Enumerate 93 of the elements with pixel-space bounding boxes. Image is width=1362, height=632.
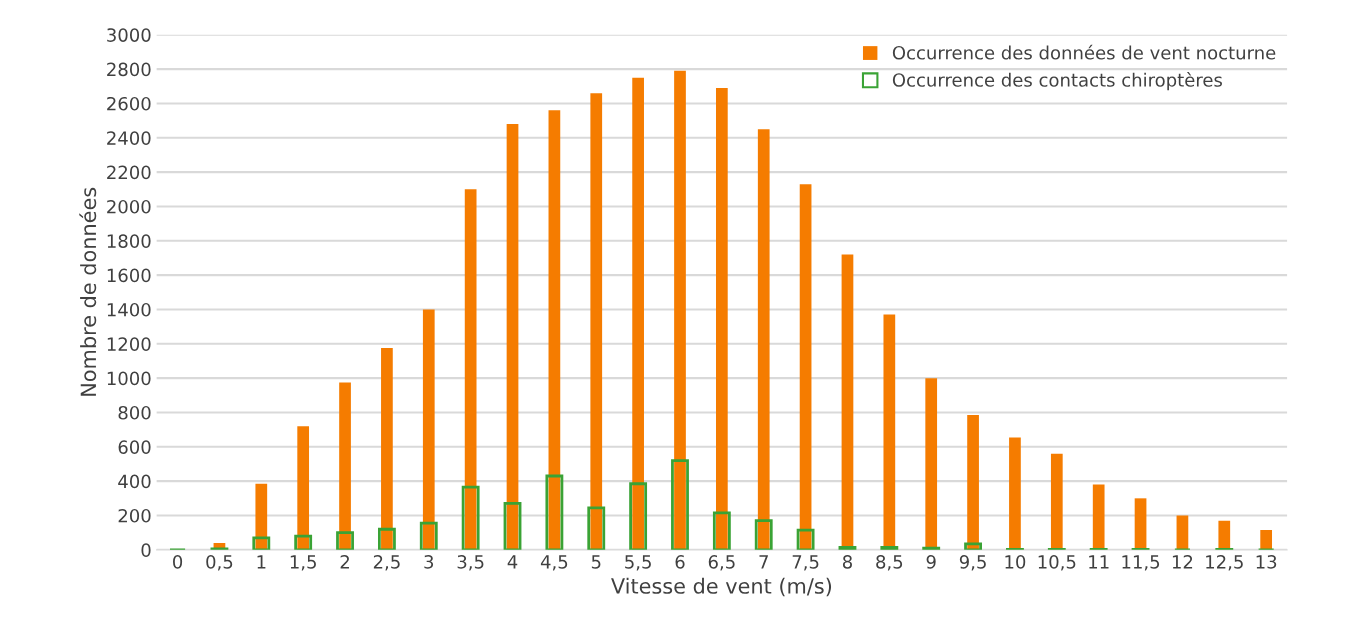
bar xyxy=(506,124,519,550)
bar xyxy=(545,474,564,550)
y-tick-label: 1400 xyxy=(107,302,151,317)
bar xyxy=(297,426,310,550)
y-tick-label: 1000 xyxy=(107,371,151,386)
bar xyxy=(464,189,477,550)
y-tick-label: 2800 xyxy=(107,62,151,77)
x-axis-title: Vitesse de vent (m/s) xyxy=(611,577,832,597)
y-tick-label: 2000 xyxy=(107,199,151,214)
x-tick-label: 2 xyxy=(340,555,349,569)
y-axis-title: Nombre de données xyxy=(79,187,97,396)
x-tick-label: 8,5 xyxy=(876,555,903,571)
x-tick-label: 2,5 xyxy=(373,555,400,571)
bar xyxy=(629,482,648,550)
bar xyxy=(381,348,393,550)
y-tick-label: 600 xyxy=(118,440,151,454)
x-tick-label: 12 xyxy=(1172,555,1193,569)
bar xyxy=(712,511,731,550)
legend-label: Occurrence des contacts chiroptères xyxy=(892,72,1222,91)
y-tick-label: 0 xyxy=(141,543,151,557)
bar xyxy=(757,129,770,550)
bar xyxy=(796,528,815,550)
bar xyxy=(339,382,351,550)
y-tick-label: 2600 xyxy=(107,96,151,111)
bar xyxy=(590,93,603,550)
bar xyxy=(587,506,606,550)
bar xyxy=(1009,437,1021,550)
bar xyxy=(1006,547,1024,550)
x-tick-label: 3,5 xyxy=(457,555,484,571)
bar xyxy=(210,547,229,550)
y-tick-label: 200 xyxy=(118,508,151,523)
bar xyxy=(1089,547,1108,550)
x-tick-label: 7 xyxy=(759,555,768,569)
x-tick-label: 6 xyxy=(675,555,685,569)
x-tick-label: 0 xyxy=(173,555,183,569)
bar xyxy=(964,542,982,550)
bar xyxy=(461,485,480,550)
x-tick-label: 12,5 xyxy=(1206,555,1243,571)
x-tick-label: 6,5 xyxy=(708,555,735,571)
bar xyxy=(1047,547,1066,550)
bar xyxy=(252,536,271,550)
x-tick-label: 4,5 xyxy=(540,555,568,571)
x-tick-label: 4 xyxy=(507,555,518,569)
bar xyxy=(1215,547,1234,550)
bar xyxy=(503,502,522,550)
x-tick-label: 5 xyxy=(591,555,601,569)
y-tick-label: 800 xyxy=(118,405,151,420)
x-tick-label: 11 xyxy=(1089,555,1109,569)
x-tick-label: 10,5 xyxy=(1038,555,1076,571)
y-tick-label: 1600 xyxy=(107,268,151,283)
bar xyxy=(632,77,644,550)
x-tick-label: 1 xyxy=(257,555,266,569)
y-tick-label: 1200 xyxy=(107,337,151,351)
bar xyxy=(377,527,396,550)
bar xyxy=(925,378,938,550)
bar xyxy=(1092,484,1105,550)
y-tick-label: 2200 xyxy=(107,165,151,180)
legend-label: Occurrence des données de vent nocturne xyxy=(892,44,1276,60)
bar xyxy=(1218,520,1231,550)
bar xyxy=(1260,530,1273,550)
bar xyxy=(754,519,773,550)
y-tick-label: 3000 xyxy=(107,28,151,42)
bar xyxy=(419,521,438,550)
y-tick-label: 2400 xyxy=(107,131,151,145)
x-tick-label: 5,5 xyxy=(625,555,651,571)
bar xyxy=(1134,498,1147,550)
x-tick-label: 3 xyxy=(424,555,434,569)
bar xyxy=(548,110,561,550)
bar xyxy=(880,545,899,550)
bar xyxy=(967,415,979,550)
y-tick-label: 400 xyxy=(118,474,151,489)
bar xyxy=(1131,547,1150,550)
y-tick-label: 1800 xyxy=(107,234,151,248)
bar xyxy=(922,546,941,550)
x-tick-label: 13 xyxy=(1256,555,1277,569)
bar xyxy=(838,545,857,550)
bar xyxy=(255,483,268,550)
bar xyxy=(1050,453,1063,550)
x-tick-label: 8 xyxy=(842,555,852,569)
x-tick-label: 9,5 xyxy=(959,555,986,571)
bar xyxy=(422,309,435,550)
bar xyxy=(674,70,686,550)
x-tick-label: 10 xyxy=(1005,555,1026,569)
bar xyxy=(671,459,689,550)
bar xyxy=(799,184,812,550)
x-tick-label: 7,5 xyxy=(792,555,819,571)
bar xyxy=(716,87,728,550)
x-tick-label: 0,5 xyxy=(206,555,233,571)
x-tick-label: 11,5 xyxy=(1122,555,1160,571)
x-tick-label: 1,5 xyxy=(290,555,316,571)
bar xyxy=(294,534,313,550)
bar xyxy=(336,531,354,550)
x-tick-label: 9 xyxy=(926,555,936,569)
